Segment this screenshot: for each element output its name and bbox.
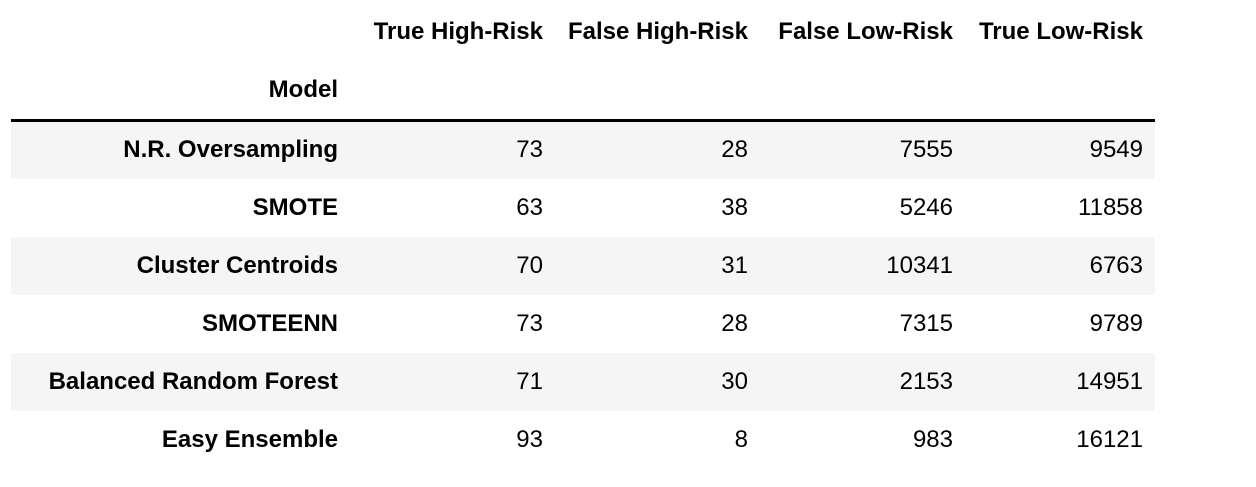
table-cell: 14951	[1076, 367, 1143, 395]
table-cell: 16121	[1076, 425, 1143, 453]
table-cell: 9789	[1089, 309, 1143, 337]
table-cell: 2153	[899, 367, 953, 395]
column-header: True Low-Risk	[978, 18, 1143, 45]
table-body: N.R. Oversampling 73 28 7555 9549 SMOTE …	[11, 120, 1155, 469]
confusion-matrix-table: True High-Risk False High-Risk False Low…	[11, 3, 1155, 469]
table-row: Easy Ensemble 93 8 983 16121	[11, 410, 1155, 469]
table-cell: 5246	[899, 193, 953, 221]
table-cell: 70	[516, 251, 543, 279]
table-row: SMOTE 63 38 5246 11858	[11, 178, 1155, 237]
table-cell: 983	[912, 425, 953, 453]
table-header: True High-Risk False High-Risk False Low…	[11, 3, 1155, 121]
table-cell: 31	[721, 251, 748, 279]
column-header-row: True High-Risk False High-Risk False Low…	[11, 3, 1155, 61]
row-label: SMOTE	[252, 193, 338, 221]
table-cell: 63	[516, 193, 543, 221]
row-label: N.R. Oversampling	[123, 136, 338, 164]
table-cell: 28	[721, 309, 748, 337]
empty-header-cell	[760, 61, 965, 121]
empty-header-cell	[965, 61, 1155, 121]
row-label: Cluster Centroids	[136, 251, 338, 279]
table-cell: 8	[734, 425, 748, 453]
table-cell: 71	[516, 367, 543, 395]
table-cell: 11858	[1078, 193, 1143, 221]
table-row: SMOTEENN 73 28 7315 9789	[11, 294, 1155, 353]
table-cell: 30	[721, 367, 748, 395]
row-label: SMOTEENN	[201, 309, 338, 337]
table-cell: 10341	[886, 251, 953, 279]
table-cell: 73	[516, 136, 543, 164]
table-cell: 93	[516, 425, 543, 453]
table-row: N.R. Oversampling 73 28 7555 9549	[11, 120, 1155, 179]
table-cell: 6763	[1089, 251, 1143, 279]
column-header: False Low-Risk	[778, 18, 953, 45]
table-cell: 7555	[899, 136, 953, 164]
index-name-row: Model	[11, 61, 1155, 121]
row-label: Easy Ensemble	[161, 425, 338, 453]
column-header: False High-Risk	[567, 18, 748, 45]
index-name-label: Model	[268, 76, 338, 103]
table-cell: 9549	[1089, 136, 1143, 164]
table-cell: 73	[516, 309, 543, 337]
table-cell: 7315	[899, 309, 953, 337]
empty-header-cell	[350, 61, 555, 121]
table-cell: 28	[721, 136, 748, 164]
column-header: True High-Risk	[373, 18, 543, 45]
table-row: Balanced Random Forest 71 30 2153 14951	[11, 352, 1155, 411]
table-row: Cluster Centroids 70 31 10341 6763	[11, 236, 1155, 295]
row-label: Balanced Random Forest	[48, 367, 338, 395]
corner-cell	[11, 3, 350, 61]
empty-header-cell	[555, 61, 760, 121]
table-cell: 38	[721, 193, 748, 221]
